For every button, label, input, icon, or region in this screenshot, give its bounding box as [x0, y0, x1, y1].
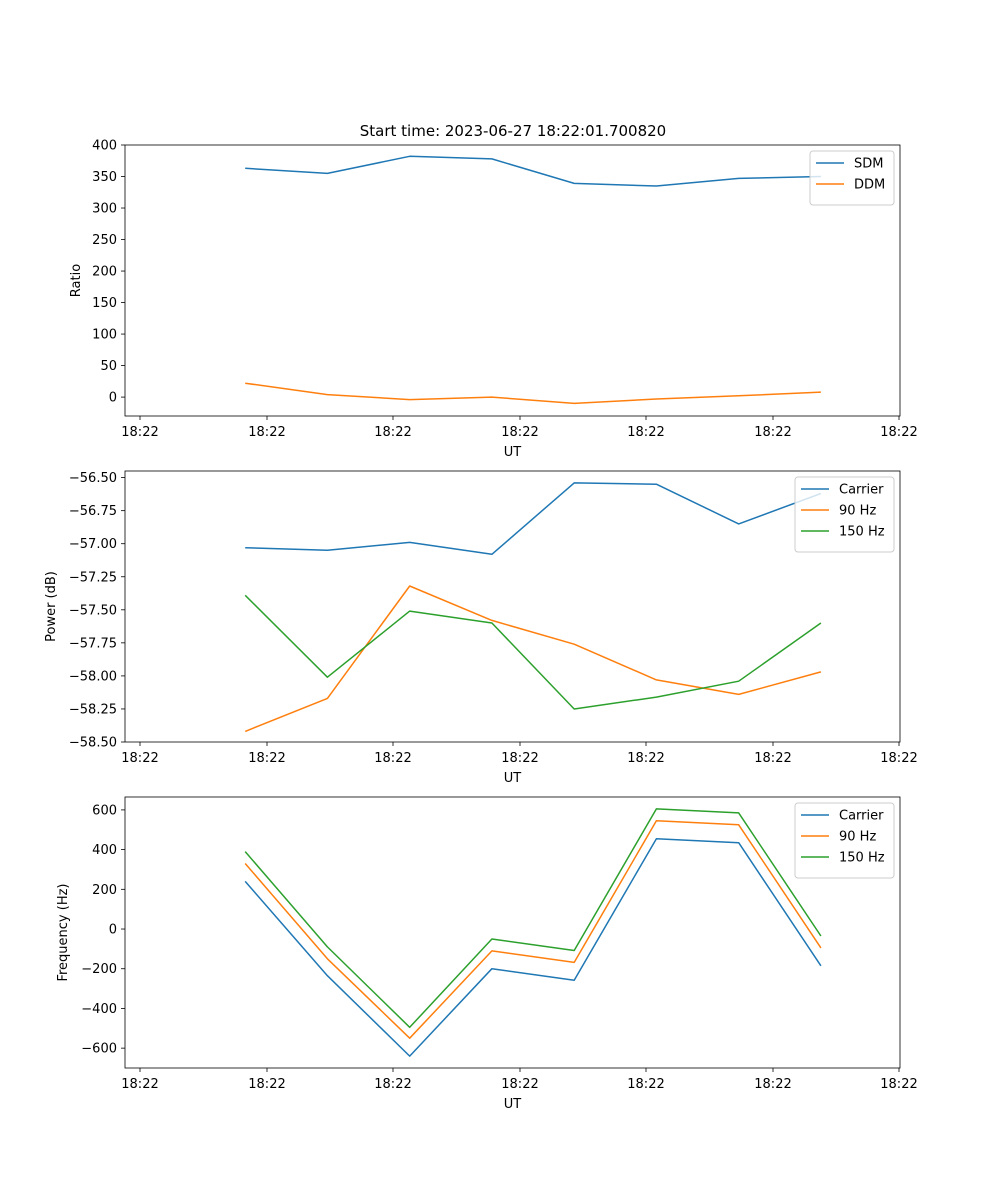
x-axis-label: UT — [504, 771, 522, 786]
axes-frame — [124, 796, 901, 1069]
legend: Carrier 90 Hz 150 Hz — [794, 476, 895, 553]
y-tick-label: 150 — [92, 296, 117, 311]
x-tick-label: 18:22 — [880, 751, 917, 766]
y-tick-label: −58.25 — [69, 702, 117, 717]
y-tick-label: 200 — [92, 883, 117, 898]
x-tick-label: 18:22 — [248, 751, 285, 766]
legend-box — [809, 150, 895, 206]
y-tick-label: −57.25 — [69, 570, 117, 585]
series-line-150-hz — [244, 808, 822, 1029]
x-tick-label: 18:22 — [248, 425, 285, 440]
y-tick-label: 400 — [92, 139, 117, 154]
y-axis-label: Power (dB) — [44, 571, 59, 642]
y-tick-label: 100 — [92, 328, 117, 343]
y-axis-label: Ratio — [69, 264, 84, 297]
x-tick-label: 18:22 — [501, 751, 538, 766]
y-tick-label: 50 — [100, 359, 117, 374]
y-tick-label: 600 — [92, 803, 117, 818]
x-tick-label: 18:22 — [248, 1077, 285, 1092]
x-tick-label: 18:22 — [627, 751, 664, 766]
legend-label: SDM — [854, 157, 883, 172]
x-tick-label: 18:22 — [754, 1077, 791, 1092]
series-line-ddm — [245, 382, 821, 405]
x-tick-label: 18:22 — [627, 425, 664, 440]
x-tick-label: 18:22 — [121, 751, 158, 766]
series-line-sdm — [245, 155, 821, 187]
axes-frame — [124, 470, 901, 743]
legend-label: Carrier — [839, 483, 884, 498]
x-tick-label: 18:22 — [880, 425, 917, 440]
subplot-3: 18:2218:2218:2218:2218:2218:2218:2218:23… — [56, 796, 918, 1112]
y-tick-label: −400 — [81, 1002, 117, 1017]
y-tick-label: 400 — [92, 843, 117, 858]
y-tick-label: 0 — [109, 923, 117, 938]
series-line-90-hz — [244, 820, 822, 1039]
x-tick-label: 18:22 — [501, 1077, 538, 1092]
axes-frame — [124, 144, 901, 417]
subplot-1: 18:2218:2218:2218:2218:2218:2218:2218:23… — [69, 139, 918, 461]
y-tick-label: 300 — [92, 202, 117, 217]
subplot-2: 18:2218:2218:2218:2218:2218:2218:2218:23… — [44, 470, 918, 786]
x-tick-label: 18:22 — [121, 1077, 158, 1092]
x-axis-label: UT — [504, 1097, 522, 1112]
legend-label: DDM — [854, 178, 885, 193]
y-tick-label: −57.50 — [69, 603, 117, 618]
x-tick-label: 18:22 — [754, 751, 791, 766]
figure-title: Start time: 2023-06-27 18:22:01.700820 — [360, 122, 666, 140]
x-tick-label: 18:22 — [374, 1077, 411, 1092]
y-tick-label: −56.75 — [69, 504, 117, 519]
x-tick-label: 18:22 — [501, 425, 538, 440]
x-tick-label: 18:22 — [627, 1077, 664, 1092]
x-axis-label: UT — [504, 445, 522, 460]
y-tick-label: −57.75 — [69, 636, 117, 651]
y-tick-label: 350 — [92, 170, 117, 185]
y-tick-label: −58.00 — [69, 669, 117, 684]
legend-label: 150 Hz — [839, 525, 885, 540]
y-tick-label: −56.50 — [69, 471, 117, 486]
y-tick-label: 200 — [92, 265, 117, 280]
y-tick-label: 250 — [92, 233, 117, 248]
series-line-90-hz — [244, 585, 822, 733]
y-tick-label: −57.00 — [69, 537, 117, 552]
legend-box — [794, 802, 895, 879]
y-tick-label: −58.50 — [69, 736, 117, 751]
legend-label: 150 Hz — [839, 851, 885, 866]
y-tick-label: −600 — [81, 1042, 117, 1057]
x-tick-label: 18:22 — [374, 751, 411, 766]
series-line-carrier — [245, 482, 822, 556]
y-tick-label: −200 — [81, 962, 117, 977]
legend: SDM DDM — [809, 150, 895, 206]
x-tick-label: 18:22 — [374, 425, 411, 440]
legend-label: 90 Hz — [839, 830, 876, 845]
x-tick-label: 18:22 — [754, 425, 791, 440]
series-line-150-hz — [244, 594, 822, 710]
y-tick-label: 0 — [109, 391, 117, 406]
x-tick-label: 18:22 — [121, 425, 158, 440]
x-tick-label: 18:22 — [880, 1077, 917, 1092]
legend-label: Carrier — [839, 809, 884, 824]
y-axis-label: Frequency (Hz) — [56, 883, 71, 981]
legend: Carrier 90 Hz 150 Hz — [794, 802, 895, 879]
legend-box — [794, 476, 895, 553]
legend-label: 90 Hz — [839, 504, 876, 519]
series-line-carrier — [244, 837, 822, 1057]
